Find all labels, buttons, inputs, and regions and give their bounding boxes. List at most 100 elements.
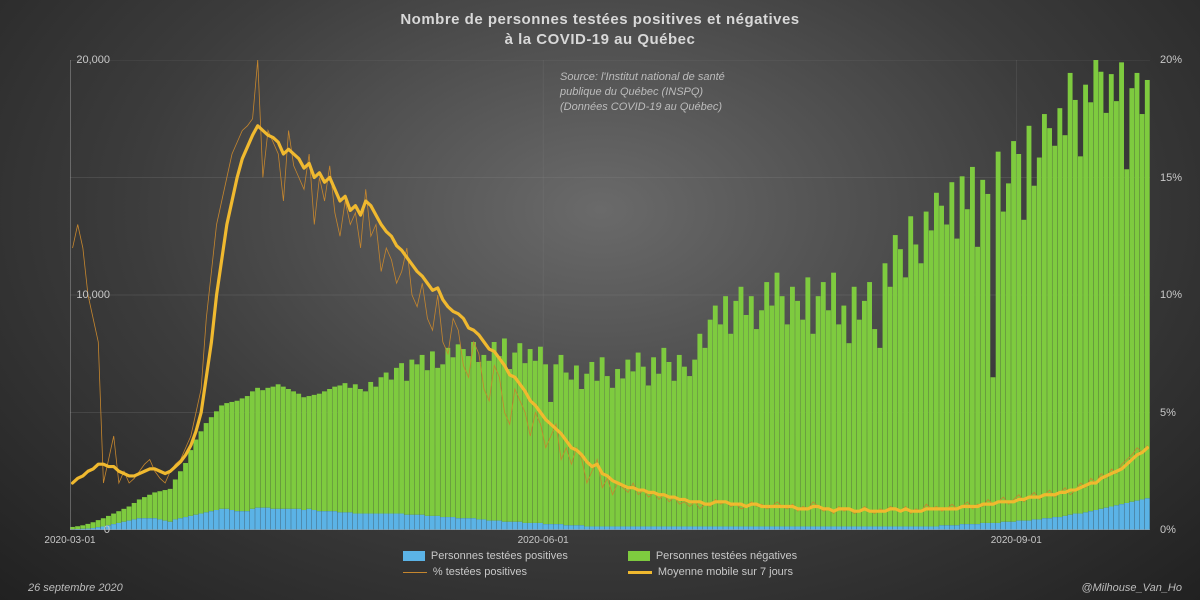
bar-positive <box>1129 502 1134 530</box>
bar-positive <box>929 526 934 530</box>
bar-negative <box>132 503 137 519</box>
legend-label-avg: Moyenne mobile sur 7 jours <box>658 566 793 578</box>
bar-negative <box>425 370 430 516</box>
bar-positive <box>836 526 841 530</box>
bar-negative <box>343 383 348 512</box>
bar-negative <box>1037 158 1042 520</box>
bar-negative <box>656 374 661 527</box>
bar-positive <box>1114 505 1119 530</box>
bar-positive <box>991 523 996 530</box>
bar-positive <box>199 514 204 530</box>
bar-negative <box>368 382 373 514</box>
bar-positive <box>183 517 188 530</box>
bar-positive <box>595 526 600 530</box>
bar-positive <box>245 511 250 530</box>
bar-positive <box>528 523 533 530</box>
bar-negative <box>548 402 553 524</box>
bar-positive <box>265 508 270 530</box>
bar-negative <box>553 364 558 524</box>
bar-negative <box>312 395 317 510</box>
bar-positive <box>415 515 420 530</box>
bar-negative <box>821 282 826 526</box>
bar-negative <box>728 334 733 527</box>
bar-positive <box>168 522 173 530</box>
bar-negative <box>651 357 656 526</box>
bar-positive <box>949 525 954 530</box>
bar-negative <box>893 235 898 526</box>
bar-negative <box>147 495 152 519</box>
bar-negative <box>1114 101 1119 505</box>
bar-negative <box>574 366 579 526</box>
bar-positive <box>240 511 245 530</box>
bar-positive <box>970 524 975 530</box>
bar-positive <box>641 526 646 530</box>
x-tick-label: 2020-06-01 <box>518 535 569 546</box>
chart-container: Nombre de personnes testées positives et… <box>0 0 1200 600</box>
bar-positive <box>600 526 605 530</box>
bar-negative <box>749 296 754 526</box>
bar-negative <box>152 492 157 518</box>
bar-negative <box>841 306 846 527</box>
bar-positive <box>584 526 589 530</box>
bar-negative <box>960 176 965 524</box>
bar-negative <box>404 381 409 515</box>
bar-negative <box>163 490 168 521</box>
bar-negative <box>769 306 774 527</box>
bar-negative <box>919 263 924 526</box>
bar-negative <box>867 282 872 526</box>
bar-negative <box>481 355 486 520</box>
bar-positive <box>589 526 594 530</box>
bar-positive <box>271 509 276 530</box>
bar-positive <box>152 518 157 530</box>
bar-positive <box>903 526 908 530</box>
bar-negative <box>1001 212 1006 522</box>
bar-positive <box>116 523 121 530</box>
footer-handle: @Milhouse_Van_Ho <box>1081 582 1182 594</box>
bar-negative <box>409 360 414 515</box>
bar-negative <box>507 369 512 522</box>
bar-negative <box>862 301 867 527</box>
footer-date: 26 septembre 2020 <box>28 582 123 594</box>
bar-positive <box>301 510 306 530</box>
bar-positive <box>379 514 384 530</box>
bar-negative <box>271 387 276 509</box>
bar-positive <box>157 519 162 530</box>
bar-positive <box>620 526 625 530</box>
bar-positive <box>409 515 414 530</box>
bar-positive <box>888 526 893 530</box>
bar-positive <box>353 514 358 530</box>
bar-negative <box>903 277 908 526</box>
bar-positive <box>430 516 435 530</box>
bar-positive <box>893 526 898 530</box>
bar-negative <box>348 388 353 513</box>
bar-positive <box>677 526 682 530</box>
bar-positive <box>1135 501 1140 530</box>
y-right-tick-label: 5% <box>1160 407 1200 419</box>
y-left-tick-label: 20,000 <box>50 54 110 66</box>
bar-negative <box>944 225 949 526</box>
bar-positive <box>445 517 450 530</box>
bar-positive <box>255 508 260 530</box>
bar-negative <box>111 514 116 525</box>
bar-positive <box>944 525 949 530</box>
title-line-2: à la COVID-19 au Québec <box>505 31 696 48</box>
bar-positive <box>667 526 672 530</box>
bar-positive <box>461 518 466 530</box>
bar-negative <box>908 216 913 526</box>
bar-negative <box>775 273 780 527</box>
bar-negative <box>1027 126 1032 521</box>
bar-negative <box>857 320 862 527</box>
bar-positive <box>816 526 821 530</box>
bar-negative <box>466 356 471 518</box>
bar-negative <box>497 356 502 520</box>
bar-positive <box>384 514 389 530</box>
bar-negative <box>600 357 605 526</box>
bar-positive <box>564 525 569 530</box>
bar-positive <box>975 524 980 530</box>
bar-negative <box>980 180 985 523</box>
bar-positive <box>1109 507 1114 531</box>
legend-item-pct: % testées positives <box>403 566 568 578</box>
bar-negative <box>415 364 420 514</box>
bar-negative <box>286 389 291 509</box>
bar-positive <box>1006 522 1011 530</box>
